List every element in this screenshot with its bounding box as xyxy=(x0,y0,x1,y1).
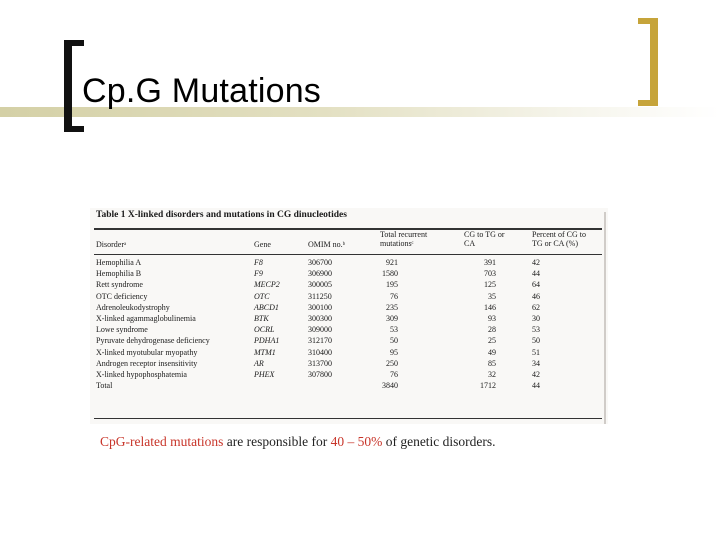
scan-edge xyxy=(604,212,606,424)
cell-disorder: Rett syndrome xyxy=(96,280,143,290)
caption-text: are responsible for xyxy=(223,434,331,449)
cell-omim: 300300 xyxy=(308,314,332,323)
cell-omim: 300100 xyxy=(308,302,332,312)
header-omim: OMIM no.ᵇ xyxy=(308,240,346,249)
cell-total: 76 xyxy=(390,370,398,379)
cell-disorder: Hemophilia B xyxy=(96,269,142,279)
cell-disorder: Androgen receptor insensitivity xyxy=(96,358,198,368)
cell-gene: PDHA1 xyxy=(254,336,280,346)
cell-total: 921 xyxy=(386,258,398,267)
table-top-rule xyxy=(94,228,602,230)
cell-percent: 62 xyxy=(532,302,540,312)
cell-cg: 49 xyxy=(488,347,496,357)
caption: CpG-related mutations are responsible fo… xyxy=(100,434,496,450)
cell-cg: 85 xyxy=(488,358,496,368)
table-bottom-rule xyxy=(94,418,602,419)
cell-percent: 34 xyxy=(532,358,540,368)
cell-percent: 42 xyxy=(532,258,540,267)
cell-gene: OCRL xyxy=(254,325,275,335)
title-underline-band xyxy=(0,107,720,117)
cell-cg: 32 xyxy=(488,370,496,379)
caption-highlight-percent: 40 – 50% xyxy=(330,434,383,449)
header-total: Total recurrent mutationsᶜ xyxy=(380,230,428,248)
left-bracket-decoration xyxy=(64,40,72,132)
cell-gene: AR xyxy=(254,358,264,368)
right-bracket-top xyxy=(638,18,658,24)
cell-disorder: Adrenoleukodystrophy xyxy=(96,302,170,312)
cell-total: 195 xyxy=(386,280,398,290)
cell-omim: 311250 xyxy=(308,291,332,301)
cell-omim: 313700 xyxy=(308,358,332,368)
table-header-rule xyxy=(94,254,602,255)
cell-gene: MTM1 xyxy=(254,347,276,357)
cell-cg: 1712 xyxy=(480,381,496,391)
cell-total: 53 xyxy=(390,325,398,335)
cell-gene: PHEX xyxy=(254,370,275,379)
cell-percent: 53 xyxy=(532,325,540,335)
cell-total: 309 xyxy=(386,314,398,323)
caption-highlight-cpg: CpG-related mutations xyxy=(100,434,224,449)
cell-disorder: Pyruvate dehydrogenase deficiency xyxy=(96,336,210,346)
cell-omim: 306900 xyxy=(308,269,332,279)
cell-percent: 30 xyxy=(532,314,540,323)
cell-omim: 309000 xyxy=(308,325,332,335)
slide-title: Cp.G Mutations xyxy=(82,72,322,110)
left-bracket-bottom xyxy=(64,126,84,132)
right-bracket-bottom xyxy=(638,100,658,106)
cell-total: 235 xyxy=(386,302,398,312)
cell-disorder: Total xyxy=(96,381,113,391)
cell-omim: 306700 xyxy=(308,258,332,267)
header-gene: Gene xyxy=(254,240,271,249)
cell-gene: MECP2 xyxy=(254,280,280,290)
cell-cg: 25 xyxy=(488,336,496,346)
cell-total: 1580 xyxy=(382,269,398,279)
cell-disorder: Hemophilia A xyxy=(96,258,142,267)
cell-cg: 125 xyxy=(484,280,496,290)
cell-cg: 391 xyxy=(484,258,496,267)
cell-percent: 50 xyxy=(532,336,540,346)
table-image: Table 1 X-linked disorders and mutations… xyxy=(90,208,608,424)
cell-total: 250 xyxy=(386,358,398,368)
cell-total: 50 xyxy=(390,336,398,346)
cell-total: 76 xyxy=(390,291,398,301)
caption-text-end: of genetic disorders. xyxy=(382,434,496,449)
cell-percent: 51 xyxy=(532,347,540,357)
cell-percent: 44 xyxy=(532,269,540,279)
cell-disorder: X-linked hypophosphatemia xyxy=(96,370,187,379)
cell-percent: 64 xyxy=(532,280,540,290)
cell-disorder: X-linked myotubular myopathy xyxy=(96,347,198,357)
cell-gene: BTK xyxy=(254,314,269,323)
cell-gene: F9 xyxy=(254,269,263,279)
cell-omim: 300005 xyxy=(308,280,332,290)
header-cg: CG to TG or CA xyxy=(464,230,505,248)
cell-percent: 42 xyxy=(532,370,540,379)
cell-omim: 312170 xyxy=(308,336,332,346)
cell-percent: 46 xyxy=(532,291,540,301)
left-bracket-top xyxy=(64,40,84,46)
cell-cg: 35 xyxy=(488,291,496,301)
cell-disorder: X-linked agammaglobulinemia xyxy=(96,314,196,323)
table-title: Table 1 X-linked disorders and mutations… xyxy=(96,210,347,220)
header-percent: Percent of CG to TG or CA (%) xyxy=(532,230,586,248)
right-bracket-decoration xyxy=(650,18,658,106)
cell-percent: 44 xyxy=(532,381,540,391)
cell-disorder: Lowe syndrome xyxy=(96,325,148,335)
cell-cg: 146 xyxy=(484,302,496,312)
cell-gene: ABCD1 xyxy=(254,302,279,312)
cell-omim: 307800 xyxy=(308,370,332,379)
cell-disorder: OTC deficiency xyxy=(96,291,148,301)
cell-cg: 28 xyxy=(488,325,496,335)
cell-cg: 703 xyxy=(484,269,496,279)
cell-omim: 310400 xyxy=(308,347,332,357)
cell-gene: OTC xyxy=(254,291,270,301)
header-disorder: Disorderᵃ xyxy=(96,240,127,249)
cell-total: 3840 xyxy=(382,381,398,391)
cell-gene: F8 xyxy=(254,258,263,267)
cell-total: 95 xyxy=(390,347,398,357)
cell-cg: 93 xyxy=(488,314,496,323)
